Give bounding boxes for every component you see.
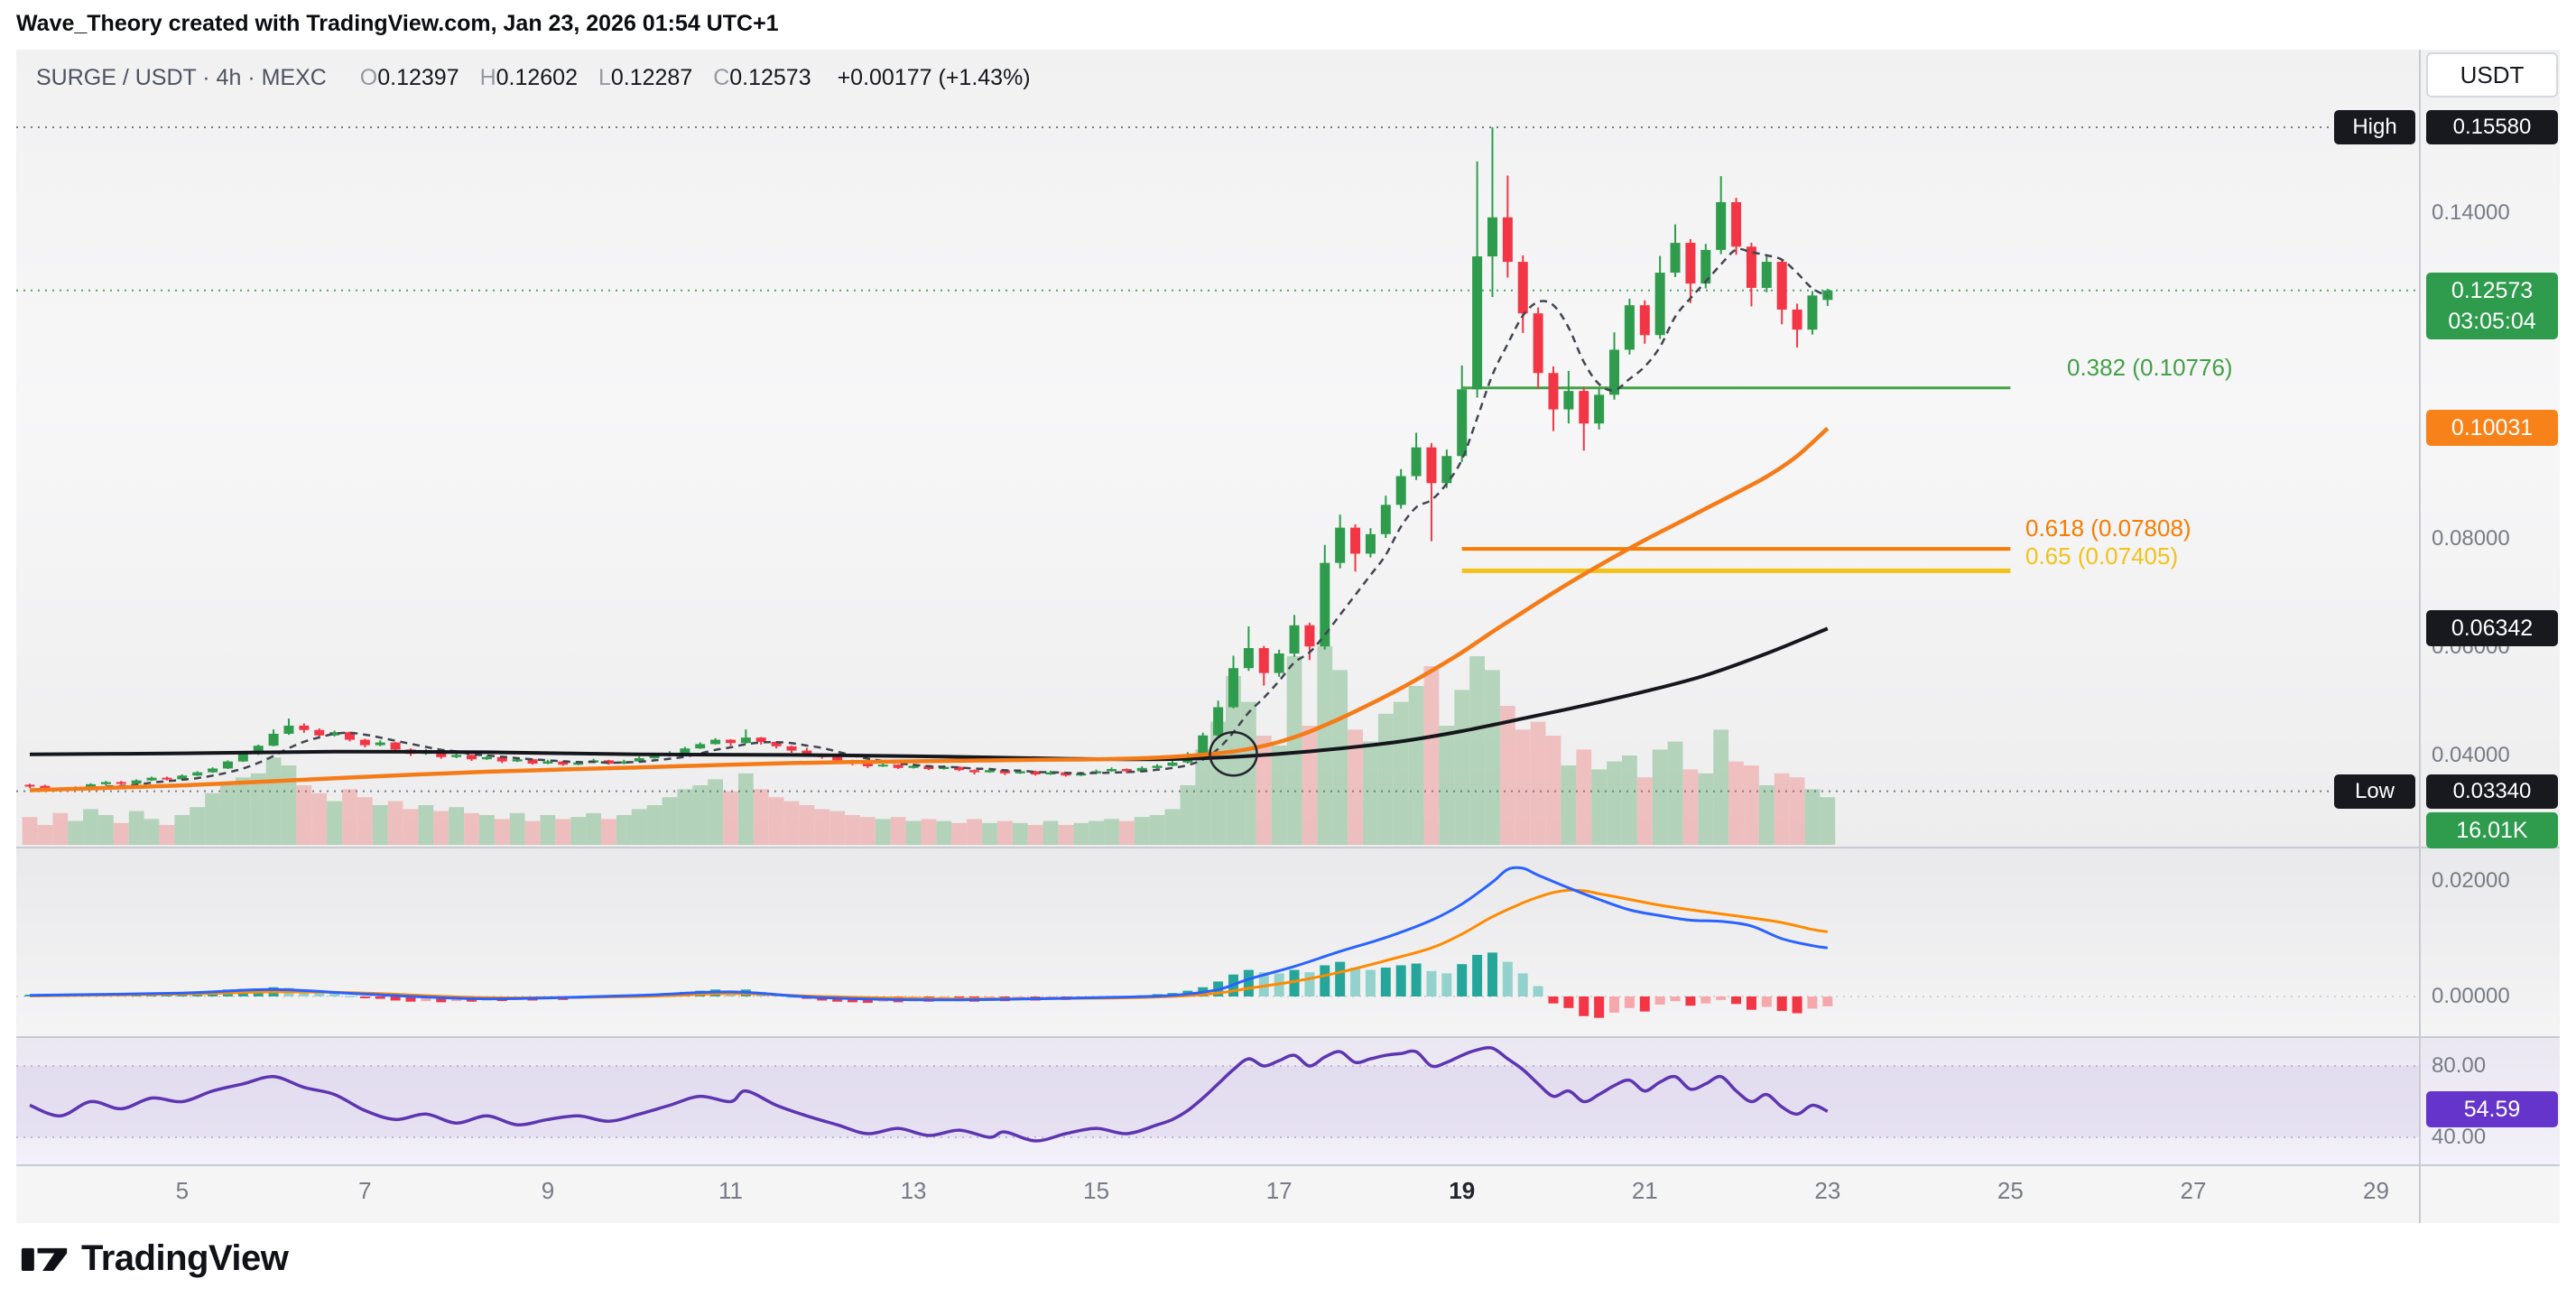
close-label: C xyxy=(713,65,730,90)
price-axis-tick: 0.04000 xyxy=(2432,743,2510,767)
time-axis-label: 15 xyxy=(1083,1177,1110,1204)
volume-badge: 16.01K xyxy=(2426,812,2558,848)
change-value: +0.00177 (+1.43%) xyxy=(837,65,1031,90)
attribution-bar: Wave_Theory created with TradingView.com… xyxy=(0,0,2576,50)
high-marker-label: High xyxy=(2334,110,2415,144)
last-price-value: 0.12573 xyxy=(2451,278,2534,303)
time-axis-label: 19 xyxy=(1449,1177,1476,1204)
currency-toggle-usdt[interactable]: USDT xyxy=(2426,52,2558,97)
tradingview-wordmark[interactable]: TradingView xyxy=(81,1238,289,1278)
high-marker-value: 0.15580 xyxy=(2426,110,2558,144)
tradingview-logo-icon[interactable] xyxy=(20,1239,69,1279)
low-marker-value: 0.03340 xyxy=(2426,774,2558,809)
fib-0618-label[interactable]: 0.618 (0.07808) xyxy=(2025,514,2191,542)
open-value: 0.12397 xyxy=(377,65,459,90)
symbol-bar: SURGE / USDT · 4h · MEXC O0.12397 H0.126… xyxy=(36,65,1031,91)
time-axis-label: 25 xyxy=(1997,1177,2024,1204)
price-axis-tick: 0.14000 xyxy=(2432,200,2510,225)
high-label: H xyxy=(479,65,496,90)
time-axis-label: 5 xyxy=(175,1177,190,1204)
time-axis-label: 27 xyxy=(2180,1177,2207,1204)
time-axis-label: 21 xyxy=(1631,1177,1658,1204)
orange-ma-badge: 0.10031 xyxy=(2426,410,2558,446)
high-value: 0.12602 xyxy=(496,65,578,90)
time-axis-label: 11 xyxy=(718,1177,743,1204)
low-label: L xyxy=(598,65,611,90)
price-axis-tick: 0.08000 xyxy=(2432,525,2510,551)
time-axis[interactable] xyxy=(16,1164,2560,1223)
time-axis-labels: 5 7 9 11 13 15 17 19 21 23 25 27 29 xyxy=(0,1164,2576,1223)
pane-separator-macd[interactable] xyxy=(16,847,2560,848)
pane-separator-rsi[interactable] xyxy=(16,1036,2560,1038)
footer-brand[interactable]: TradingView xyxy=(20,1238,289,1279)
time-axis-label: 9 xyxy=(541,1177,555,1204)
time-axis-label: 29 xyxy=(2363,1177,2389,1204)
time-axis-label: 7 xyxy=(358,1177,372,1204)
attribution-text: Wave_Theory created with TradingView.com… xyxy=(16,11,779,36)
price-axis-tick: 80.00 xyxy=(2432,1053,2487,1078)
price-axis-tick: 0.02000 xyxy=(2432,868,2510,893)
pane-separator-time xyxy=(16,1164,2560,1166)
low-marker-label: Low xyxy=(2334,774,2415,809)
price-axis-separator xyxy=(2419,50,2421,1223)
time-axis-label: 23 xyxy=(1814,1177,1841,1204)
low-value: 0.12287 xyxy=(610,65,693,90)
price-axis-tick: 40.00 xyxy=(2432,1125,2487,1149)
fib-0382-label[interactable]: 0.382 (0.10776) xyxy=(2067,354,2233,381)
fib-065-label[interactable]: 0.65 (0.07405) xyxy=(2025,542,2179,570)
open-label: O xyxy=(359,65,378,90)
bar-countdown: 03:05:04 xyxy=(2448,309,2536,334)
rsi-badge: 54.59 xyxy=(2426,1091,2558,1127)
black-ma-badge: 0.06342 xyxy=(2426,610,2558,646)
symbol-title[interactable]: SURGE / USDT · 4h · MEXC xyxy=(36,65,327,90)
time-axis-label: 13 xyxy=(900,1177,927,1204)
price-axis-tick: 0.00000 xyxy=(2432,984,2510,1008)
last-price-badge: 0.12573 03:05:04 xyxy=(2426,273,2558,339)
close-value: 0.12573 xyxy=(729,65,811,90)
time-axis-label: 17 xyxy=(1265,1177,1293,1204)
